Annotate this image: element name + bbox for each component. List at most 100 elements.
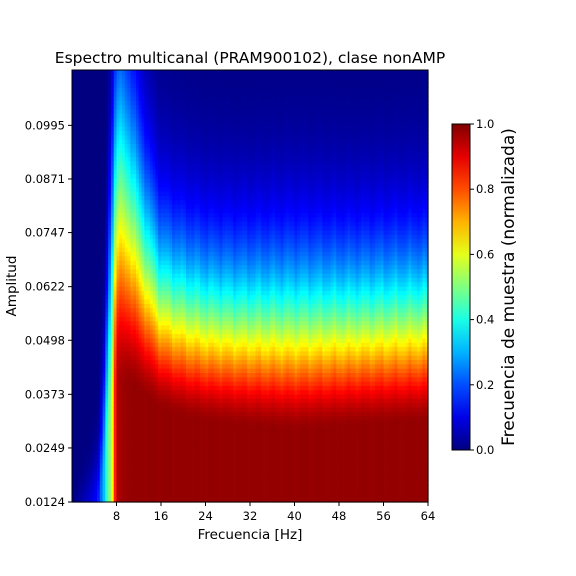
heatmap-cell <box>72 268 76 274</box>
heatmap-cell <box>133 169 137 175</box>
heatmap-cell <box>208 406 212 412</box>
heatmap-cell <box>88 134 93 140</box>
heatmap-cell <box>108 359 112 365</box>
heatmap-cell <box>124 480 129 486</box>
heatmap-cell <box>166 126 170 132</box>
heatmap-cell <box>152 320 157 326</box>
heatmap-cell <box>99 432 104 438</box>
heatmap-cell <box>169 273 173 278</box>
heatmap-cell <box>110 359 115 365</box>
heatmap-cell <box>208 91 212 97</box>
heatmap-cell <box>127 203 132 209</box>
heatmap-cell <box>177 333 182 339</box>
heatmap-cell <box>141 117 145 123</box>
heatmap-cell <box>149 195 154 201</box>
heatmap-cell <box>191 342 195 348</box>
heatmap-cell <box>141 320 145 326</box>
heatmap-cell <box>197 441 201 447</box>
heatmap-cell <box>177 216 182 222</box>
heatmap-cell <box>91 147 95 153</box>
heatmap-cell <box>77 199 81 205</box>
heatmap-cell <box>113 497 118 503</box>
heatmap-cell <box>183 195 187 201</box>
heatmap-cell <box>119 234 123 240</box>
heatmap-cell <box>149 290 154 296</box>
heatmap-cell <box>155 221 159 227</box>
heatmap-cell <box>155 216 159 222</box>
heatmap-cell <box>80 324 84 330</box>
heatmap-cell <box>180 294 184 300</box>
heatmap-cell <box>138 337 143 343</box>
heatmap-cell <box>161 160 165 166</box>
heatmap-cell <box>88 415 93 421</box>
heatmap-cell <box>197 199 201 205</box>
heatmap-cell <box>191 178 195 183</box>
heatmap-cell <box>172 190 176 196</box>
heatmap-cell <box>72 394 76 399</box>
heatmap-cell <box>97 70 101 75</box>
heatmap-cell <box>208 467 212 473</box>
heatmap-cell <box>158 130 162 136</box>
heatmap-cell <box>94 82 98 88</box>
heatmap-cell <box>197 307 201 313</box>
heatmap-cell <box>119 463 123 469</box>
heatmap-cell <box>119 381 123 386</box>
heatmap-cell <box>74 126 79 132</box>
heatmap-cell <box>199 316 204 322</box>
heatmap-cell <box>91 108 95 114</box>
heatmap-cell <box>130 424 134 430</box>
heatmap-cell <box>149 432 154 438</box>
heatmap-cell <box>149 342 154 348</box>
heatmap-cell <box>166 251 170 257</box>
heatmap-cell <box>133 216 137 222</box>
heatmap-cell <box>141 234 145 240</box>
heatmap-cell <box>133 234 137 240</box>
heatmap-cell <box>77 333 81 339</box>
heatmap-cell <box>202 432 207 438</box>
heatmap-cell <box>99 247 104 253</box>
heatmap-cell <box>208 342 212 348</box>
heatmap-cell <box>163 489 168 494</box>
heatmap-cell <box>183 264 187 270</box>
heatmap-cell <box>77 480 81 486</box>
heatmap-cell <box>113 316 118 322</box>
heatmap-cell <box>194 398 198 404</box>
heatmap-cell <box>83 402 87 408</box>
heatmap-cell <box>202 493 207 499</box>
heatmap-cell <box>205 251 209 257</box>
heatmap-cell <box>91 454 95 460</box>
heatmap-cell <box>177 152 182 157</box>
heatmap-cell <box>127 104 132 110</box>
heatmap-cell <box>72 264 76 270</box>
heatmap-cell <box>174 160 179 166</box>
heatmap-cell <box>166 415 170 421</box>
heatmap-cell <box>158 394 162 399</box>
heatmap-cell <box>122 203 126 209</box>
heatmap-cell <box>188 199 193 205</box>
heatmap-cell <box>191 476 195 481</box>
heatmap-cell <box>116 255 120 261</box>
heatmap-cell <box>152 100 157 106</box>
heatmap-cell <box>127 182 132 188</box>
heatmap-cell <box>191 212 195 218</box>
heatmap-cell <box>122 480 126 486</box>
heatmap-cell <box>122 190 126 196</box>
heatmap-cell <box>74 445 79 451</box>
heatmap-cell <box>169 82 173 88</box>
heatmap-cell <box>138 82 143 88</box>
heatmap-cell <box>97 147 101 153</box>
heatmap-cell <box>105 156 109 162</box>
heatmap-cell <box>102 480 106 486</box>
heatmap-cell <box>155 316 159 322</box>
heatmap-cell <box>119 415 123 421</box>
heatmap-cell <box>133 303 137 309</box>
heatmap-cell <box>99 100 104 106</box>
heatmap-cell <box>122 178 126 183</box>
heatmap-cell <box>180 333 184 339</box>
heatmap-cell <box>205 225 209 231</box>
heatmap-cell <box>122 355 126 361</box>
heatmap-cell <box>138 264 143 270</box>
heatmap-cell <box>74 139 79 145</box>
heatmap-cell <box>169 251 173 257</box>
heatmap-cell <box>144 467 148 473</box>
